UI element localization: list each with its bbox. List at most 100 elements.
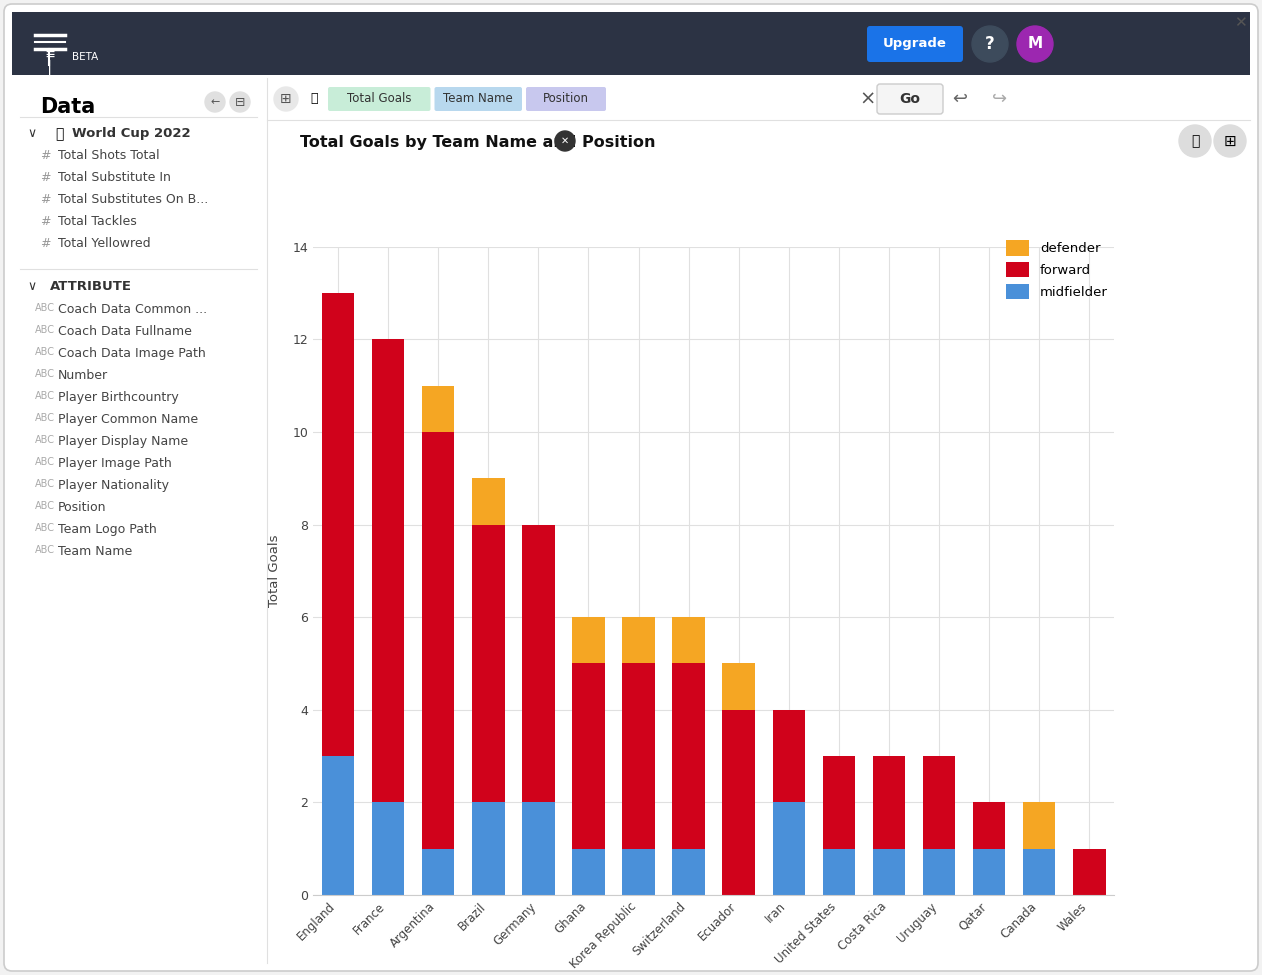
Bar [572,617,604,663]
Bar [673,663,705,848]
Text: Player Image Path: Player Image Path [58,457,172,470]
Bar [322,292,355,757]
Text: Team Name: Team Name [58,545,133,558]
Text: Player Birthcountry: Player Birthcountry [58,391,179,404]
Bar [522,802,554,895]
Text: ABC: ABC [35,347,56,357]
Bar [1073,848,1106,895]
Bar [722,663,755,710]
Bar [422,385,454,432]
Bar [873,757,905,848]
Circle shape [972,26,1008,62]
Text: #: # [39,149,50,162]
Bar [973,802,1006,848]
Bar [1023,802,1055,848]
FancyBboxPatch shape [877,84,943,114]
Text: Go: Go [900,92,920,106]
Text: ABC: ABC [35,413,56,423]
Text: Position: Position [543,93,589,105]
Legend: defender, forward, midfielder: defender, forward, midfielder [1006,240,1108,299]
Text: ✕: ✕ [1234,16,1247,30]
Text: World Cup 2022: World Cup 2022 [72,127,191,140]
Text: ↩: ↩ [953,90,968,108]
Text: Player Common Name: Player Common Name [58,413,198,426]
FancyBboxPatch shape [867,26,963,62]
Bar [572,663,604,848]
Text: Coach Data Common ...: Coach Data Common ... [58,303,207,316]
Bar [472,479,505,525]
Text: #: # [39,171,50,184]
Bar [372,802,404,895]
Text: ABC: ABC [35,369,56,379]
Bar [673,617,705,663]
Text: ABC: ABC [35,303,56,313]
Bar [823,848,856,895]
Text: Team Name: Team Name [443,93,514,105]
FancyBboxPatch shape [4,4,1258,971]
Text: ⊟: ⊟ [235,96,245,108]
Circle shape [1179,125,1212,157]
Bar [873,848,905,895]
Bar [923,848,955,895]
Bar [422,848,454,895]
Text: Data: Data [40,97,95,117]
Bar [923,757,955,848]
FancyBboxPatch shape [526,87,606,111]
Text: M: M [1027,36,1042,52]
Bar [772,802,805,895]
Text: ⊞: ⊞ [1224,134,1237,148]
Text: ABC: ABC [35,479,56,489]
Bar [268,78,1249,963]
Text: Total Goals by Team Name and Position: Total Goals by Team Name and Position [300,135,655,150]
Bar [268,78,1249,120]
Bar [622,848,655,895]
Circle shape [274,87,298,111]
Bar [673,848,705,895]
Text: Total Goals: Total Goals [347,93,411,105]
Bar [422,432,454,848]
Bar [1023,848,1055,895]
Text: Coach Data Fullname: Coach Data Fullname [58,325,192,338]
Text: Total Shots Total: Total Shots Total [58,149,159,162]
Text: ✕: ✕ [560,136,569,146]
Text: #: # [39,193,50,206]
Text: 📊: 📊 [1191,134,1199,148]
Circle shape [555,131,575,151]
Y-axis label: Total Goals: Total Goals [268,534,281,607]
Text: ABC: ABC [35,457,56,467]
Text: Coach Data Image Path: Coach Data Image Path [58,347,206,360]
Text: #: # [39,237,50,250]
Bar [372,339,404,802]
Circle shape [204,92,225,112]
Bar [622,663,655,848]
Text: ≡
|: ≡ | [45,47,54,76]
FancyBboxPatch shape [13,12,1249,75]
Text: Total Tackles: Total Tackles [58,215,136,228]
Bar [823,757,856,848]
Circle shape [1214,125,1246,157]
Text: ABC: ABC [35,545,56,555]
Text: ABC: ABC [35,325,56,335]
Text: ATTRIBUTE: ATTRIBUTE [50,280,133,293]
FancyBboxPatch shape [328,87,430,111]
Bar [572,848,604,895]
Text: ←: ← [211,97,220,107]
Bar [13,75,268,963]
Bar [20,13,1242,45]
Bar [472,802,505,895]
Bar [522,525,554,802]
Bar [973,848,1006,895]
Bar [772,710,805,802]
Text: Team Logo Path: Team Logo Path [58,523,156,536]
Text: ABC: ABC [35,391,56,401]
Text: 🔍: 🔍 [310,93,318,105]
Text: ∨: ∨ [28,127,37,140]
Text: ⚽: ⚽ [56,127,63,141]
Text: Total Substitutes On B...: Total Substitutes On B... [58,193,208,206]
Text: Upgrade: Upgrade [883,37,946,51]
Text: ABC: ABC [35,435,56,445]
Bar [322,757,355,895]
Text: ABC: ABC [35,501,56,511]
Text: ⊞: ⊞ [280,92,292,106]
Text: #: # [39,215,50,228]
